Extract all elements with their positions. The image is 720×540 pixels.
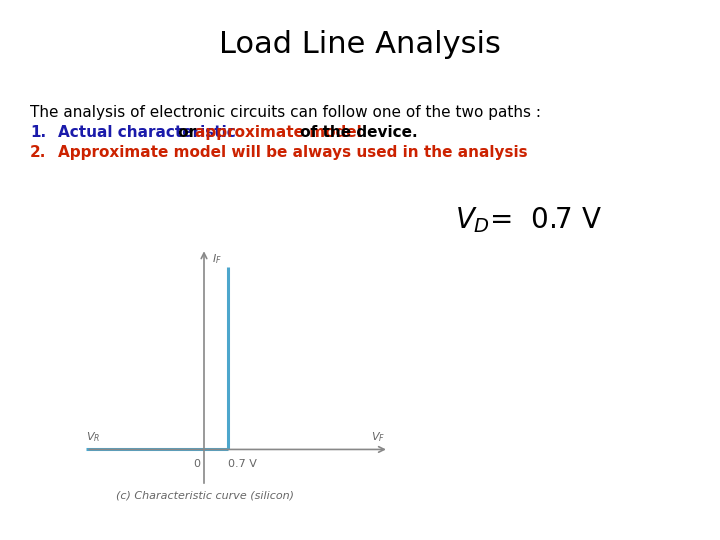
Text: $V_D$=  0.7 V: $V_D$= 0.7 V xyxy=(455,205,602,235)
Text: (c) Characteristic curve (silicon): (c) Characteristic curve (silicon) xyxy=(117,490,294,500)
Text: 0.7 V: 0.7 V xyxy=(228,458,256,469)
Text: 0: 0 xyxy=(193,458,200,469)
Text: 2.: 2. xyxy=(30,145,46,160)
Text: $I_F$: $I_F$ xyxy=(212,252,222,266)
Text: of the device.: of the device. xyxy=(295,125,418,140)
Text: or: or xyxy=(173,125,202,140)
Text: The analysis of electronic circuits can follow one of the two paths :: The analysis of electronic circuits can … xyxy=(30,105,541,120)
Text: Load Line Analysis: Load Line Analysis xyxy=(219,30,501,59)
Text: Actual characteristic: Actual characteristic xyxy=(58,125,235,140)
Text: $V_R$: $V_R$ xyxy=(86,430,101,444)
Text: 1.: 1. xyxy=(30,125,46,140)
Text: $V_F$: $V_F$ xyxy=(372,430,385,444)
Text: approximate model: approximate model xyxy=(195,125,361,140)
Text: Approximate model will be always used in the analysis: Approximate model will be always used in… xyxy=(58,145,528,160)
